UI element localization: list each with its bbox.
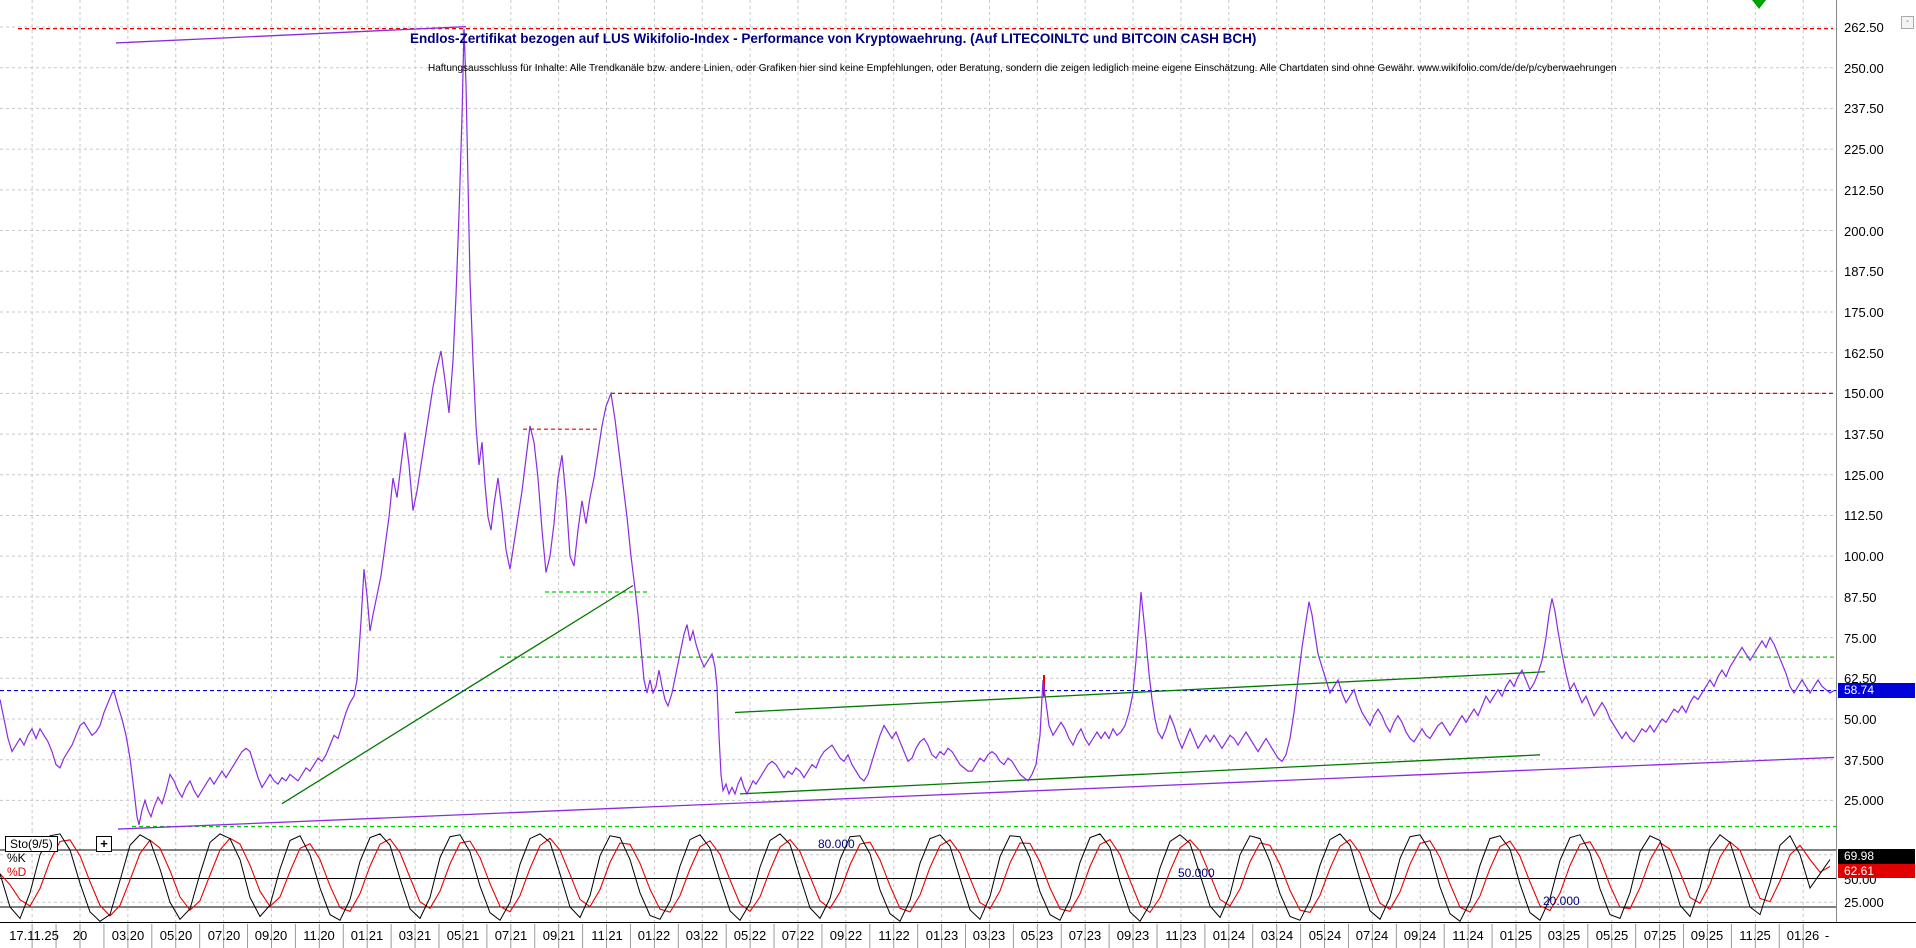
- sto-level-label: 80.000: [818, 837, 855, 851]
- price-tick-label: 62.50: [1844, 671, 1877, 686]
- time-tick-label: 05.23: [1020, 928, 1054, 943]
- stochastic-pane: [0, 830, 1836, 922]
- time-tick-label: 03.22: [685, 928, 719, 943]
- price-tick-label: 237.50: [1844, 101, 1884, 116]
- sto-level-label: 50.000: [1178, 866, 1215, 880]
- price-tick-label: 150.00: [1844, 386, 1884, 401]
- time-tick-label: 03.21: [398, 928, 432, 943]
- k-line-label: %K: [7, 851, 26, 865]
- price-tick-label: 75.00: [1844, 631, 1877, 646]
- price-tick-label: 262.50: [1844, 20, 1884, 35]
- time-tick-label: 01.23: [925, 928, 959, 943]
- time-tick-label: 07.25: [1643, 928, 1677, 943]
- sto-level-label: 20.000: [1543, 894, 1580, 908]
- stochastic-indicator-button[interactable]: Sto(9/5): [5, 836, 58, 852]
- time-tick-label: 01.21: [350, 928, 384, 943]
- time-tick-label: 01.25: [1499, 928, 1533, 943]
- time-tick-label: 09.24: [1403, 928, 1437, 943]
- price-tick-label: 125.00: [1844, 468, 1884, 483]
- time-tick-label: 09.23: [1116, 928, 1150, 943]
- time-tick-label: 07.24: [1355, 928, 1389, 943]
- time-tick-label: 09.20: [254, 928, 288, 943]
- sto-tick-label: 25.000: [1844, 895, 1884, 910]
- time-tick-label: 05.21: [446, 928, 480, 943]
- stochastic-d-value-badge: 62.61: [1838, 864, 1915, 878]
- time-tick-label: 03.20: [111, 928, 145, 943]
- time-tick-label: 11.24: [1452, 928, 1484, 943]
- chart-title: Endlos-Zertifikat bezogen auf LUS Wikifo…: [410, 31, 1257, 46]
- d-line-label: %D: [7, 865, 27, 879]
- time-tick-label: 07.20: [207, 928, 241, 943]
- price-tick-label: 112.50: [1844, 508, 1883, 523]
- time-tick-label: 09.25: [1690, 928, 1724, 943]
- axis-tail-label: -: [1824, 928, 1830, 943]
- price-tick-label: 200.00: [1844, 224, 1884, 239]
- price-tick-label: 37.500: [1844, 753, 1884, 768]
- time-tick-label: 09.21: [542, 928, 576, 943]
- time-tick-label: 05.25: [1595, 928, 1629, 943]
- price-tick-label: 225.00: [1844, 142, 1884, 157]
- price-axis: 262.50 250.00 237.50 225.00 212.50 200.00 187.…: [1836, 0, 1916, 922]
- price-tick-label: 162.50: [1844, 346, 1884, 361]
- price-tick-label: 87.50: [1844, 590, 1877, 605]
- collapse-icon[interactable]: -: [1901, 16, 1914, 29]
- time-tick-label: 11.21: [591, 928, 623, 943]
- time-tick-label: 01.22: [637, 928, 671, 943]
- time-tick-label: 07.21: [494, 928, 528, 943]
- green-arrow-marker: [1752, 0, 1766, 9]
- price-tick-label: 187.50: [1844, 264, 1884, 279]
- time-tick-label: 11.25: [1739, 928, 1771, 943]
- axis-start-date-label: 17.11.25: [9, 928, 59, 943]
- price-tick-label: 100.00: [1844, 549, 1884, 564]
- price-pane: [0, 0, 1836, 830]
- price-tick-label: 250.00: [1844, 61, 1884, 76]
- add-indicator-icon[interactable]: +: [96, 836, 112, 852]
- price-tick-label: 175.00: [1844, 305, 1884, 320]
- time-tick-label: 03.23: [972, 928, 1006, 943]
- price-tick-label: 137.50: [1844, 427, 1884, 442]
- price-tick-label: 25.000: [1844, 793, 1884, 808]
- time-tick-label: 05.20: [159, 928, 193, 943]
- time-tick-label: 01.26: [1786, 928, 1820, 943]
- time-tick-label: 07.23: [1068, 928, 1102, 943]
- stochastic-k-value-badge: 69.98: [1838, 849, 1915, 864]
- time-tick-label: 03.24: [1260, 928, 1294, 943]
- time-tick-label: 03.25: [1547, 928, 1581, 943]
- price-tick-label: 50.00: [1844, 712, 1877, 727]
- price-tick-label: 212.50: [1844, 183, 1884, 198]
- time-axis: 17.11.25 20 03.20 05.20 07.20 09.20 11.20 01.2…: [0, 922, 1916, 948]
- disclaimer-text: Haftungsausschluss für Inhalte: Alle Tre…: [428, 63, 1617, 74]
- time-tick-label: 07.22: [781, 928, 815, 943]
- time-tick-label: 05.24: [1308, 928, 1342, 943]
- time-tick-label: 09.22: [829, 928, 863, 943]
- time-tick-label: 11.20: [303, 928, 335, 943]
- time-tick-label: 20: [72, 928, 88, 943]
- time-tick-label: 11.22: [878, 928, 910, 943]
- current-price-badge: 58.74: [1838, 683, 1915, 698]
- time-tick-label: 05.22: [733, 928, 767, 943]
- time-tick-label: 11.23: [1165, 928, 1197, 943]
- time-tick-label: 01.24: [1212, 928, 1246, 943]
